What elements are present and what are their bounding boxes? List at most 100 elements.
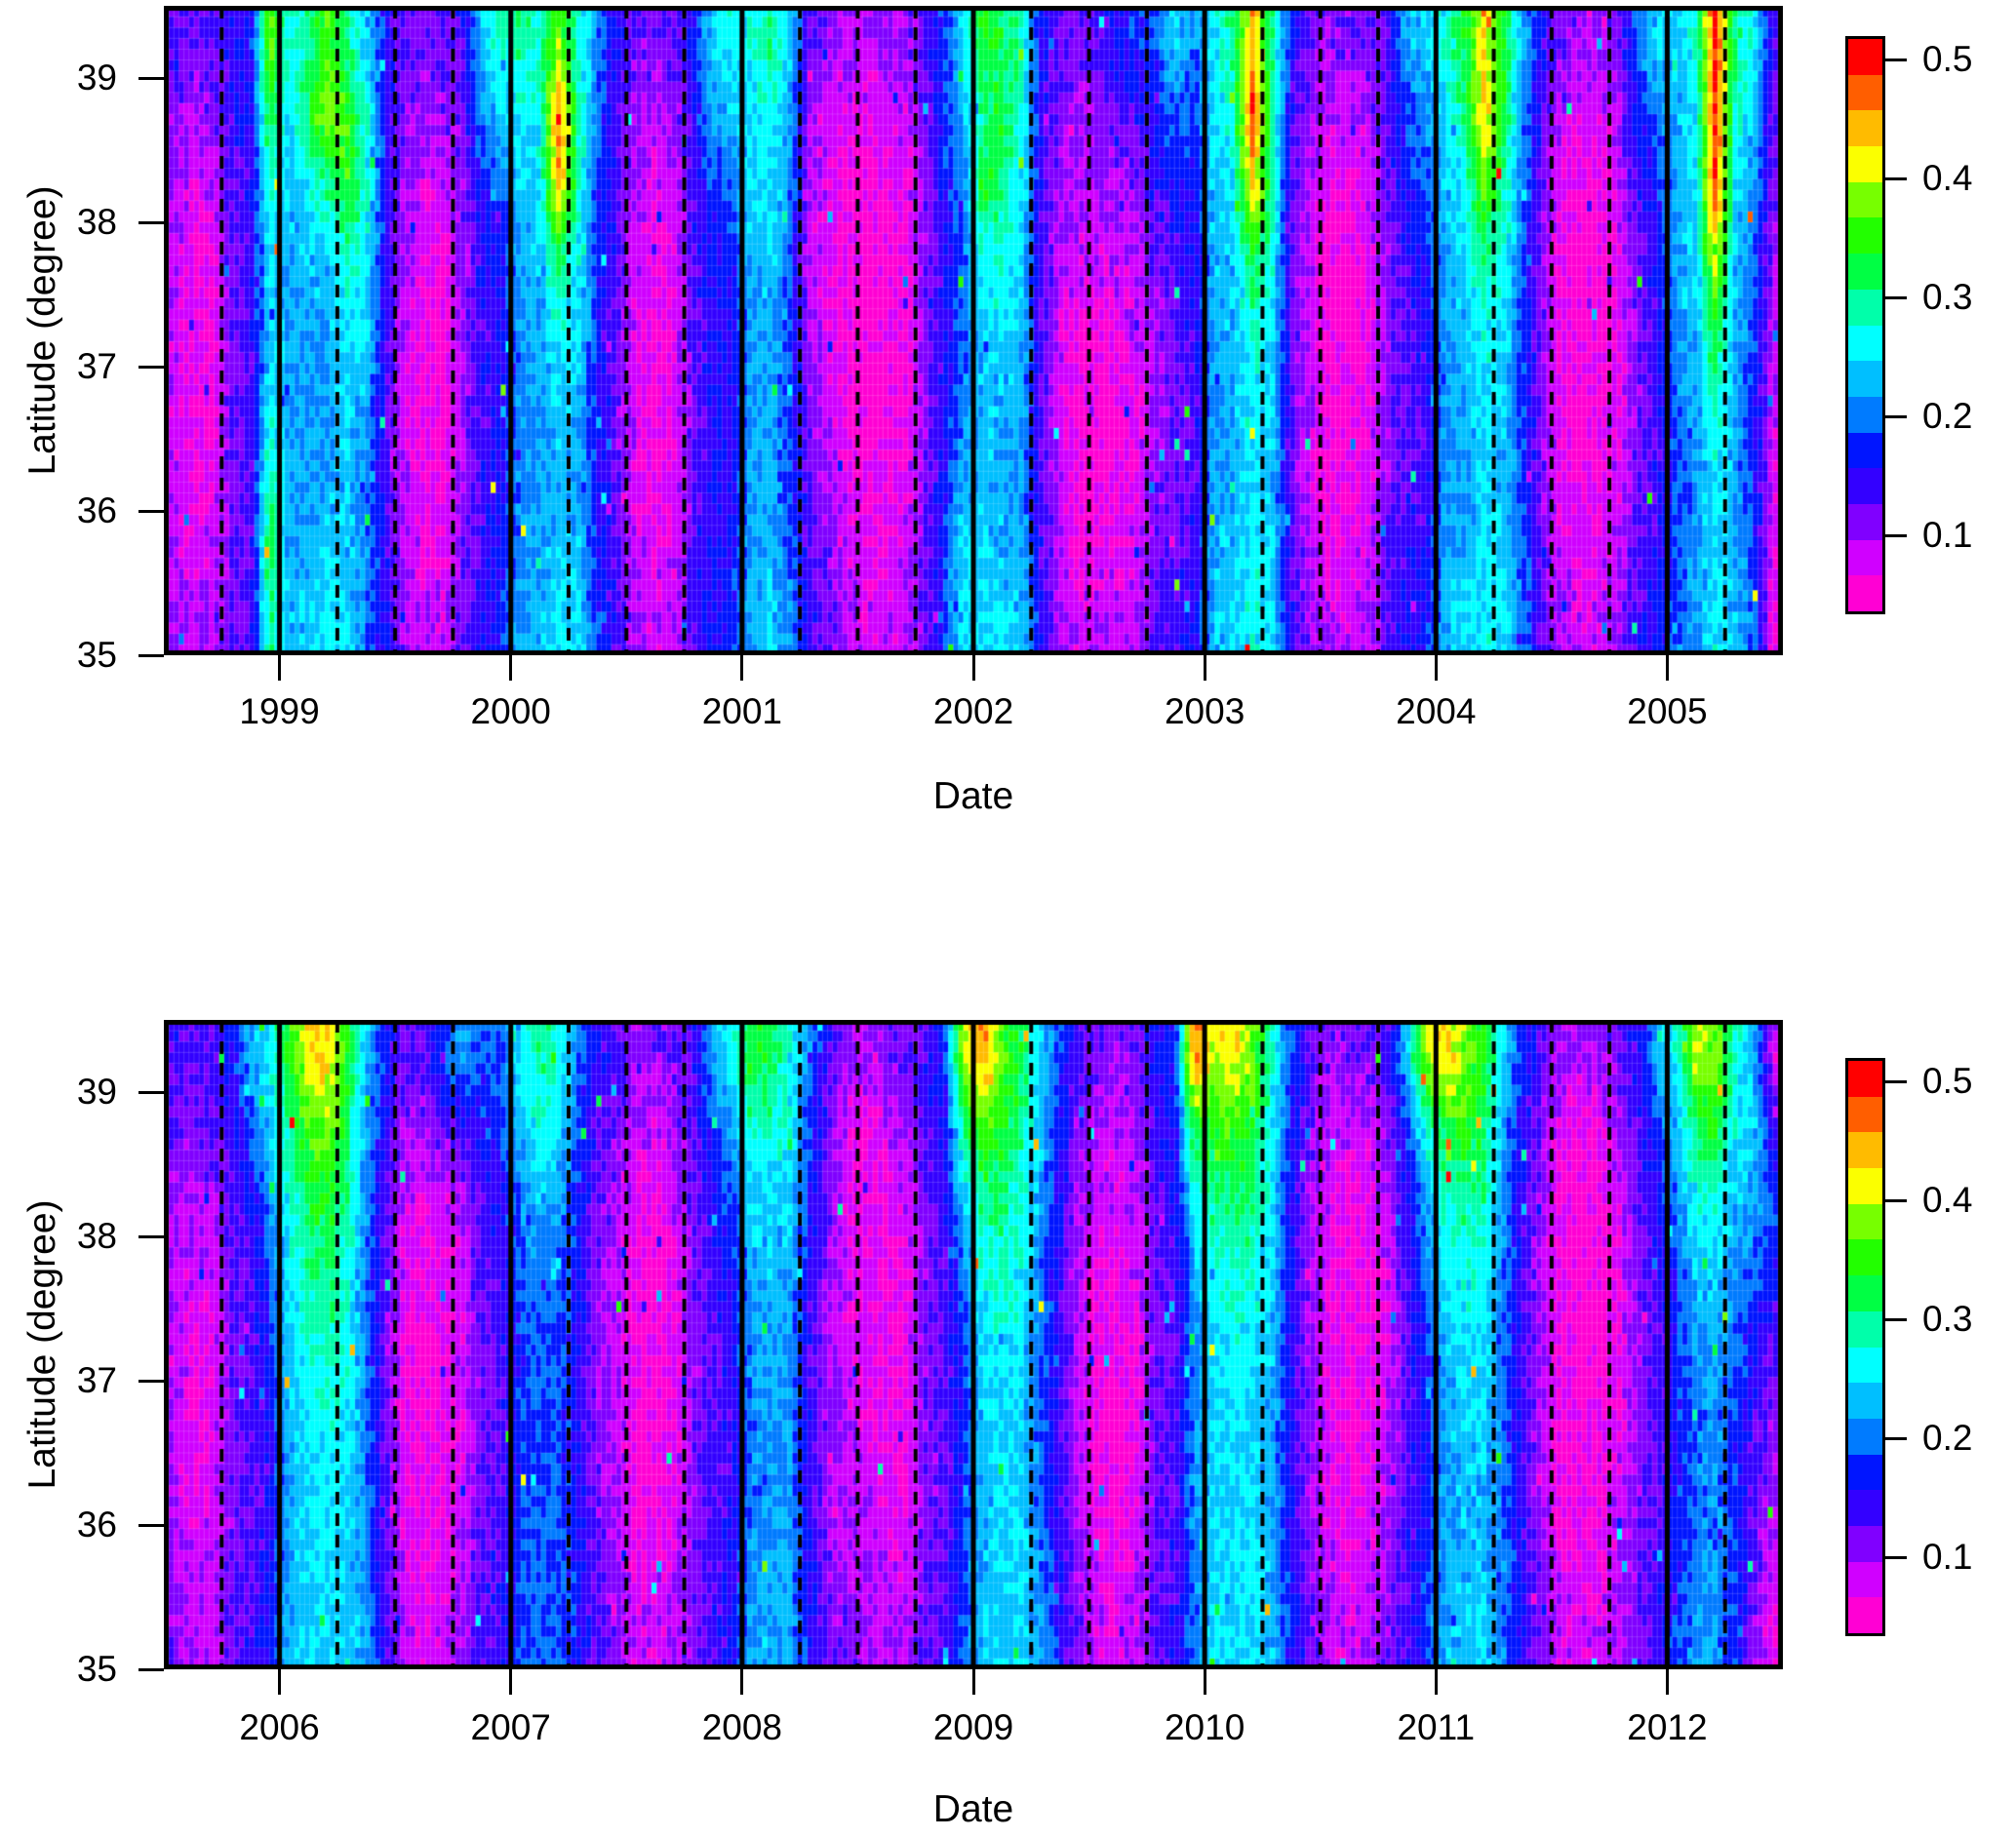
x-tick-label: 1999 xyxy=(239,691,320,731)
colorbar-band xyxy=(1848,396,1882,433)
y-tick-mark xyxy=(138,1234,164,1238)
x-tick-mark xyxy=(1665,655,1669,681)
x-tick-label: 2009 xyxy=(932,1707,1014,1747)
y-tick-mark xyxy=(138,1379,164,1383)
colorbar-band xyxy=(1848,110,1882,147)
colorbar-band xyxy=(1848,217,1882,254)
colorbar-band xyxy=(1848,1490,1882,1526)
x-axis-title-top: Date xyxy=(932,775,1014,817)
y-tick-mark xyxy=(138,1523,164,1527)
y-tick-label: 38 xyxy=(76,202,117,242)
y-tick-mark xyxy=(138,509,164,513)
x-tick-mark xyxy=(1203,655,1206,681)
colorbar-tick-mark xyxy=(1885,533,1907,537)
colorbar-band xyxy=(1848,468,1882,504)
x-tick-mark xyxy=(278,655,282,681)
y-tick-label: 39 xyxy=(76,1072,117,1112)
y-tick-mark xyxy=(138,76,164,80)
colorbar-band xyxy=(1848,254,1882,290)
x-tick-mark xyxy=(971,655,975,681)
colorbar-band xyxy=(1848,39,1882,75)
colorbar-tick-label: 0.4 xyxy=(1922,1180,1973,1221)
heatmap-panel-bottom xyxy=(164,1020,1783,1669)
x-tick-mark xyxy=(740,1669,744,1695)
x-tick-label: 2002 xyxy=(932,691,1014,731)
x-tick-label: 2008 xyxy=(701,1707,782,1747)
colorbar-tick-mark xyxy=(1885,295,1907,299)
colorbar-band xyxy=(1848,1275,1882,1311)
x-tick-label: 2006 xyxy=(239,1707,320,1747)
colorbar-band xyxy=(1848,1061,1882,1097)
colorbar-band xyxy=(1848,1239,1882,1276)
colorbar-band xyxy=(1848,1383,1882,1419)
colorbar-band xyxy=(1848,1132,1882,1169)
x-tick-label: 2005 xyxy=(1627,691,1708,731)
x-tick-mark xyxy=(740,655,744,681)
colorbar-band xyxy=(1848,575,1882,611)
y-tick-label: 37 xyxy=(76,346,117,386)
colorbar-band xyxy=(1848,539,1882,576)
heatmap-panel-top xyxy=(164,6,1783,655)
y-tick-mark xyxy=(138,220,164,224)
colorbar-band xyxy=(1848,146,1882,182)
y-tick-label: 36 xyxy=(76,1505,117,1545)
colorbar-tick-label: 0.5 xyxy=(1922,1061,1973,1102)
x-tick-mark xyxy=(278,1669,282,1695)
y-tick-mark xyxy=(138,1667,164,1671)
colorbar-tick-label: 0.1 xyxy=(1922,515,1973,556)
colorbar-band xyxy=(1848,361,1882,397)
colorbar-tick-label: 0.1 xyxy=(1922,1537,1973,1578)
colorbar-tick-mark xyxy=(1885,414,1907,418)
x-tick-label: 2004 xyxy=(1396,691,1477,731)
x-tick-mark xyxy=(971,1669,975,1695)
x-axis-title-bottom: Date xyxy=(932,1788,1014,1830)
colorbar-band xyxy=(1848,432,1882,469)
colorbar-tick-mark xyxy=(1885,1436,1907,1440)
colorbar-tick-label: 0.5 xyxy=(1922,39,1973,80)
colorbar-band xyxy=(1848,1418,1882,1455)
x-tick-label: 2000 xyxy=(470,691,551,731)
y-tick-mark xyxy=(138,653,164,657)
x-tick-label: 2011 xyxy=(1397,1707,1476,1747)
colorbar-band xyxy=(1848,1525,1882,1562)
colorbar-band xyxy=(1848,74,1882,111)
y-tick-label: 39 xyxy=(76,58,117,98)
y-tick-label: 36 xyxy=(76,490,117,530)
colorbar-tick-label: 0.2 xyxy=(1922,1418,1973,1459)
colorbar-band xyxy=(1848,181,1882,218)
x-tick-mark xyxy=(1434,1669,1438,1695)
y-tick-label: 35 xyxy=(76,1649,117,1689)
y-tick-mark xyxy=(138,365,164,369)
colorbar-tick-mark xyxy=(1885,1317,1907,1321)
colorbar-tick-mark xyxy=(1885,1079,1907,1083)
colorbar-bottom xyxy=(1845,1058,1885,1636)
colorbar-band xyxy=(1848,1597,1882,1633)
x-tick-mark xyxy=(1665,1669,1669,1695)
x-tick-mark xyxy=(1434,655,1438,681)
colorbar-tick-label: 0.3 xyxy=(1922,277,1973,318)
colorbar-tick-mark xyxy=(1885,176,1907,180)
x-tick-mark xyxy=(1203,1669,1206,1695)
colorbar-band xyxy=(1848,325,1882,362)
colorbar-band xyxy=(1848,1347,1882,1384)
colorbar-tick-label: 0.3 xyxy=(1922,1299,1973,1340)
x-tick-label: 2010 xyxy=(1164,1707,1245,1747)
x-tick-label: 2012 xyxy=(1627,1707,1708,1747)
colorbar-band xyxy=(1848,289,1882,326)
colorbar-band xyxy=(1848,503,1882,540)
colorbar-band xyxy=(1848,1310,1882,1348)
x-tick-label: 2003 xyxy=(1164,691,1245,731)
x-tick-mark xyxy=(509,1669,513,1695)
colorbar-band xyxy=(1848,1203,1882,1240)
x-tick-label: 2007 xyxy=(470,1707,551,1747)
colorbar-tick-mark xyxy=(1885,1555,1907,1559)
colorbar-tick-mark xyxy=(1885,1198,1907,1202)
colorbar-tick-label: 0.2 xyxy=(1922,396,1973,437)
y-tick-label: 37 xyxy=(76,1360,117,1400)
colorbar-tick-label: 0.4 xyxy=(1922,158,1973,199)
colorbar-tick-mark xyxy=(1885,58,1907,61)
colorbar-band xyxy=(1848,1168,1882,1204)
y-tick-label: 35 xyxy=(76,635,117,675)
x-tick-label: 2001 xyxy=(701,691,782,731)
